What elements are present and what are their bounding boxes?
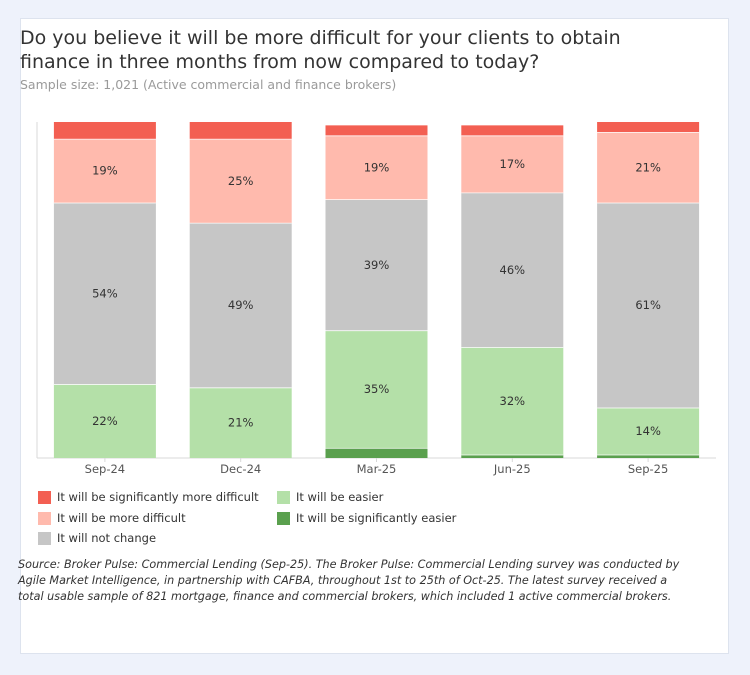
bar-segment xyxy=(53,202,156,385)
data-label: 21% xyxy=(228,416,254,430)
bar-segment xyxy=(53,384,156,458)
data-label: 22% xyxy=(92,414,118,428)
bar-segment xyxy=(461,125,564,136)
data-label: 25% xyxy=(228,174,254,188)
legend-label: It will be more difficult xyxy=(57,511,186,525)
x-tick-label: Sep-25 xyxy=(628,462,668,476)
legend-label: It will be easier xyxy=(296,490,384,504)
legend-swatch xyxy=(277,490,290,504)
bar-segment xyxy=(325,330,428,448)
data-label: 46% xyxy=(500,263,526,277)
bar-segment xyxy=(597,122,700,133)
data-label: 49% xyxy=(228,298,254,312)
data-label: 21% xyxy=(635,160,661,174)
stacked-bar-chart: 22% 54% 19% Sep-24 21% 49% 25% Dec-24 35% 39% 19% M… xyxy=(36,122,716,476)
legend-item-easier: It will be easier xyxy=(277,490,383,504)
bar-segment xyxy=(597,202,700,408)
bar-segment xyxy=(325,125,428,136)
bar-segment xyxy=(461,347,564,455)
legend-item-more-difficult: It will be more difficult xyxy=(38,511,186,525)
x-tick-label: Sep-24 xyxy=(85,462,125,476)
data-label: 14% xyxy=(635,424,661,438)
bar-segment xyxy=(461,454,564,458)
source-note: Source: Broker Pulse: Commercial Lending… xyxy=(18,558,680,603)
bar-segment xyxy=(189,387,292,458)
legend-swatch xyxy=(38,490,51,504)
legend-label: It will be significantly more difficult xyxy=(57,490,259,504)
bar-segment xyxy=(597,132,700,203)
bar-segment xyxy=(189,122,292,139)
legend-item-significantly-easier: It will be significantly easier xyxy=(277,511,456,525)
data-label: 19% xyxy=(92,164,118,178)
bar-segment xyxy=(597,407,700,455)
bar-segment xyxy=(189,222,292,388)
x-tick-label: Mar-25 xyxy=(357,462,397,476)
legend-label: It will be significantly easier xyxy=(296,511,457,525)
legend-item-not-change: It will not change xyxy=(38,531,156,545)
data-label: 19% xyxy=(364,160,390,174)
chart-subtitle: Sample size: 1,021 (Active commercial an… xyxy=(20,77,397,92)
data-label: 17% xyxy=(500,157,526,171)
legend-label: It will not change xyxy=(57,531,157,545)
chart-title: Do you believe it will be more difficult… xyxy=(20,27,621,73)
x-tick-label: Jun-25 xyxy=(493,462,531,476)
legend-swatch xyxy=(277,511,290,525)
bar-segment xyxy=(325,135,428,200)
x-tick-label: Dec-24 xyxy=(220,462,261,476)
data-label: 54% xyxy=(92,286,118,300)
bar-segment xyxy=(325,199,428,331)
legend-swatch xyxy=(38,511,51,525)
chart-legend: It will be significantly more difficult … xyxy=(16,470,476,545)
bar-segment xyxy=(189,138,292,223)
data-label: 32% xyxy=(500,394,526,408)
data-label: 35% xyxy=(364,382,390,396)
bar-segment xyxy=(53,122,156,139)
bar-segment xyxy=(597,454,700,458)
data-label: 61% xyxy=(635,298,661,312)
data-label: 39% xyxy=(364,258,390,272)
legend-swatch xyxy=(38,531,51,545)
bar-segment xyxy=(325,447,428,458)
bar-segment xyxy=(461,135,564,193)
legend-item-significantly-more-difficult: It will be significantly more difficult xyxy=(38,490,259,504)
bar-segment xyxy=(461,192,564,348)
bar-segment xyxy=(53,138,156,203)
